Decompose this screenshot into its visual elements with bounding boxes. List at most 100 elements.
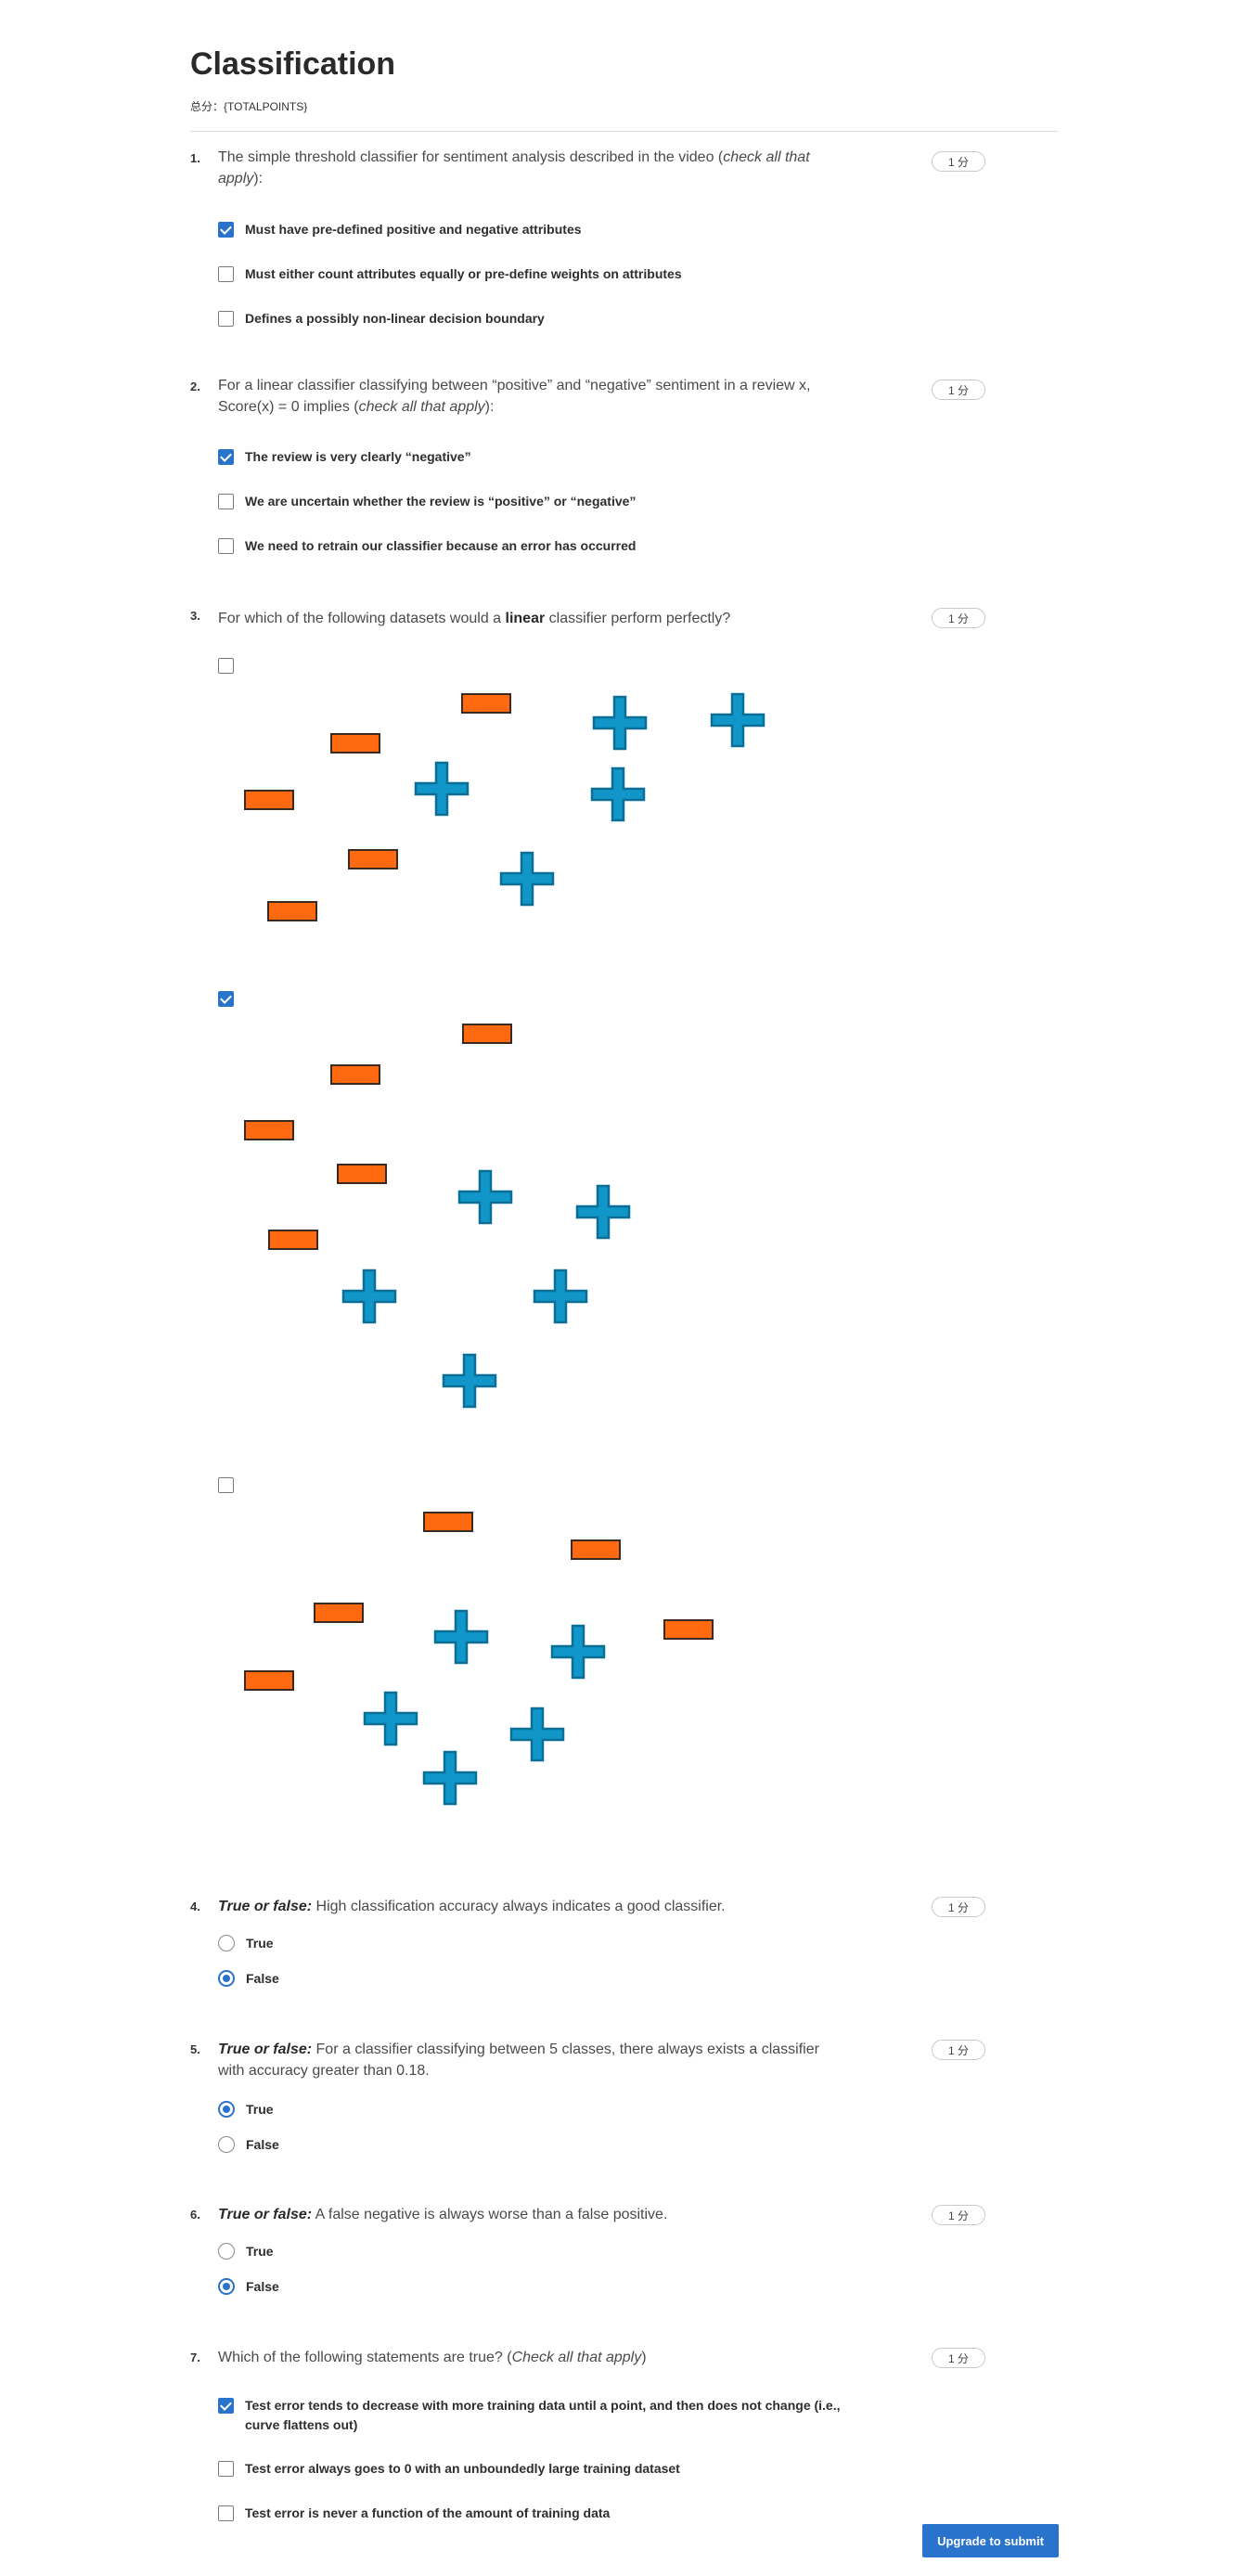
plus-marker-icon [710,692,766,748]
question-text-emphasis: True or false: [218,1899,313,1914]
points-badge: 1 分 [932,2205,985,2225]
plus-marker-icon [457,1169,513,1225]
checkbox[interactable] [218,991,234,1007]
question-text: True or false: A false negative is alway… [218,2207,668,2222]
question-text-emphasis: check all that apply [358,399,485,415]
option-label: True [246,2244,274,2259]
minus-marker-icon [337,1164,387,1184]
option-label: Test error is never a function of the am… [245,2505,611,2520]
option-label: Test error tends to decrease with more t… [245,2398,841,2432]
plus-marker-icon [590,766,646,822]
answer-option[interactable]: Test error tends to decrease with more t… [218,2396,848,2435]
question-text: True or false: For a classifier classify… [218,2041,819,2079]
checkbox[interactable] [218,449,234,465]
plus-marker-icon [341,1269,397,1324]
question-number: 7. [190,2351,200,2364]
answer-option[interactable]: True [218,2100,877,2119]
minus-marker-icon [244,1670,294,1691]
plus-marker-icon [533,1269,588,1324]
checkbox[interactable] [218,494,234,509]
checkbox[interactable] [218,538,234,554]
question-number: 2. [190,380,200,393]
page-title: Classification [190,46,396,82]
answer-option[interactable]: False [218,2277,877,2297]
plus-marker-icon [422,1750,478,1806]
option-label: We need to retrain our classifier becaus… [245,538,637,553]
plus-marker-icon [442,1353,497,1409]
question-text-emphasis: linear [505,611,546,626]
question-text: Which of the following statements are tr… [218,2350,647,2365]
plus-marker-icon [499,851,555,907]
points-badge: 1 分 [932,380,985,400]
answer-option[interactable]: True [218,1934,877,1953]
checkbox[interactable] [218,266,234,282]
divider [190,131,1058,132]
plus-marker-icon [414,761,470,817]
question-text-emphasis: True or false: [218,2207,313,2222]
question-text-emphasis: True or false: [218,2041,313,2057]
option-label: False [246,2279,279,2294]
radio-button[interactable] [218,2278,235,2295]
answer-option[interactable]: Must have pre-defined positive and negat… [218,220,876,239]
question-text: For a linear classifier classifying betw… [218,378,811,415]
question-number: 6. [190,2208,200,2222]
radio-button[interactable] [218,2243,235,2260]
question-text: The simple threshold classifier for sent… [218,149,810,187]
checkbox[interactable] [218,2398,234,2414]
checkbox[interactable] [218,1477,234,1493]
question-number: 3. [190,609,200,623]
option-label: Must either count attributes equally or … [245,266,682,281]
points-badge: 1 分 [932,1897,985,1917]
option-label: Defines a possibly non-linear decision b… [245,311,545,326]
checkbox[interactable] [218,2461,234,2477]
plus-marker-icon [550,1624,606,1680]
points-badge: 1 分 [932,2040,985,2060]
checkbox[interactable] [218,222,234,238]
answer-option[interactable]: False [218,2135,877,2155]
total-points-label: 总分：{TOTALPOINTS} [190,100,308,113]
checkbox[interactable] [218,658,234,674]
dataset-option-a[interactable] [218,656,234,674]
plus-marker-icon [363,1691,418,1746]
minus-marker-icon [423,1512,473,1532]
radio-button[interactable] [218,1970,235,1987]
answer-option[interactable]: We are uncertain whether the review is “… [218,492,876,511]
option-label: True [246,2102,274,2117]
minus-marker-icon [244,790,294,810]
question-number: 1. [190,151,200,165]
dataset-option-b[interactable] [218,989,234,1007]
option-label: We are uncertain whether the review is “… [245,494,637,509]
plus-marker-icon [575,1184,631,1240]
answer-option[interactable]: Test error always goes to 0 with an unbo… [218,2459,876,2479]
radio-button[interactable] [218,2136,235,2153]
answer-option[interactable]: We need to retrain our classifier becaus… [218,536,876,556]
minus-marker-icon [330,733,380,753]
option-label: The review is very clearly “negative” [245,449,471,464]
radio-button[interactable] [218,2101,235,2118]
checkbox[interactable] [218,2505,234,2521]
plus-marker-icon [433,1609,489,1665]
answer-option[interactable]: The review is very clearly “negative” [218,447,876,467]
minus-marker-icon [268,1230,318,1250]
minus-marker-icon [244,1120,294,1140]
radio-button[interactable] [218,1935,235,1951]
question-text-emphasis: Check all that apply [511,2350,642,2365]
minus-marker-icon [461,693,511,714]
answer-option[interactable]: Must either count attributes equally or … [218,264,876,284]
minus-marker-icon [571,1539,621,1560]
upgrade-to-submit-button[interactable]: Upgrade to submit [922,2524,1059,2557]
minus-marker-icon [462,1024,512,1044]
dataset-option-c[interactable] [218,1475,234,1493]
checkbox[interactable] [218,311,234,327]
option-label: Must have pre-defined positive and negat… [245,222,582,237]
option-label: False [246,2137,279,2152]
answer-option[interactable]: True [218,2242,877,2261]
minus-marker-icon [314,1603,364,1623]
question-number: 5. [190,2042,200,2056]
question-number: 4. [190,1900,200,1913]
answer-option[interactable]: Defines a possibly non-linear decision b… [218,309,876,328]
answer-option[interactable]: False [218,1969,877,1989]
plus-marker-icon [592,695,648,751]
answer-option[interactable]: Test error is never a function of the am… [218,2504,876,2523]
minus-marker-icon [330,1064,380,1085]
